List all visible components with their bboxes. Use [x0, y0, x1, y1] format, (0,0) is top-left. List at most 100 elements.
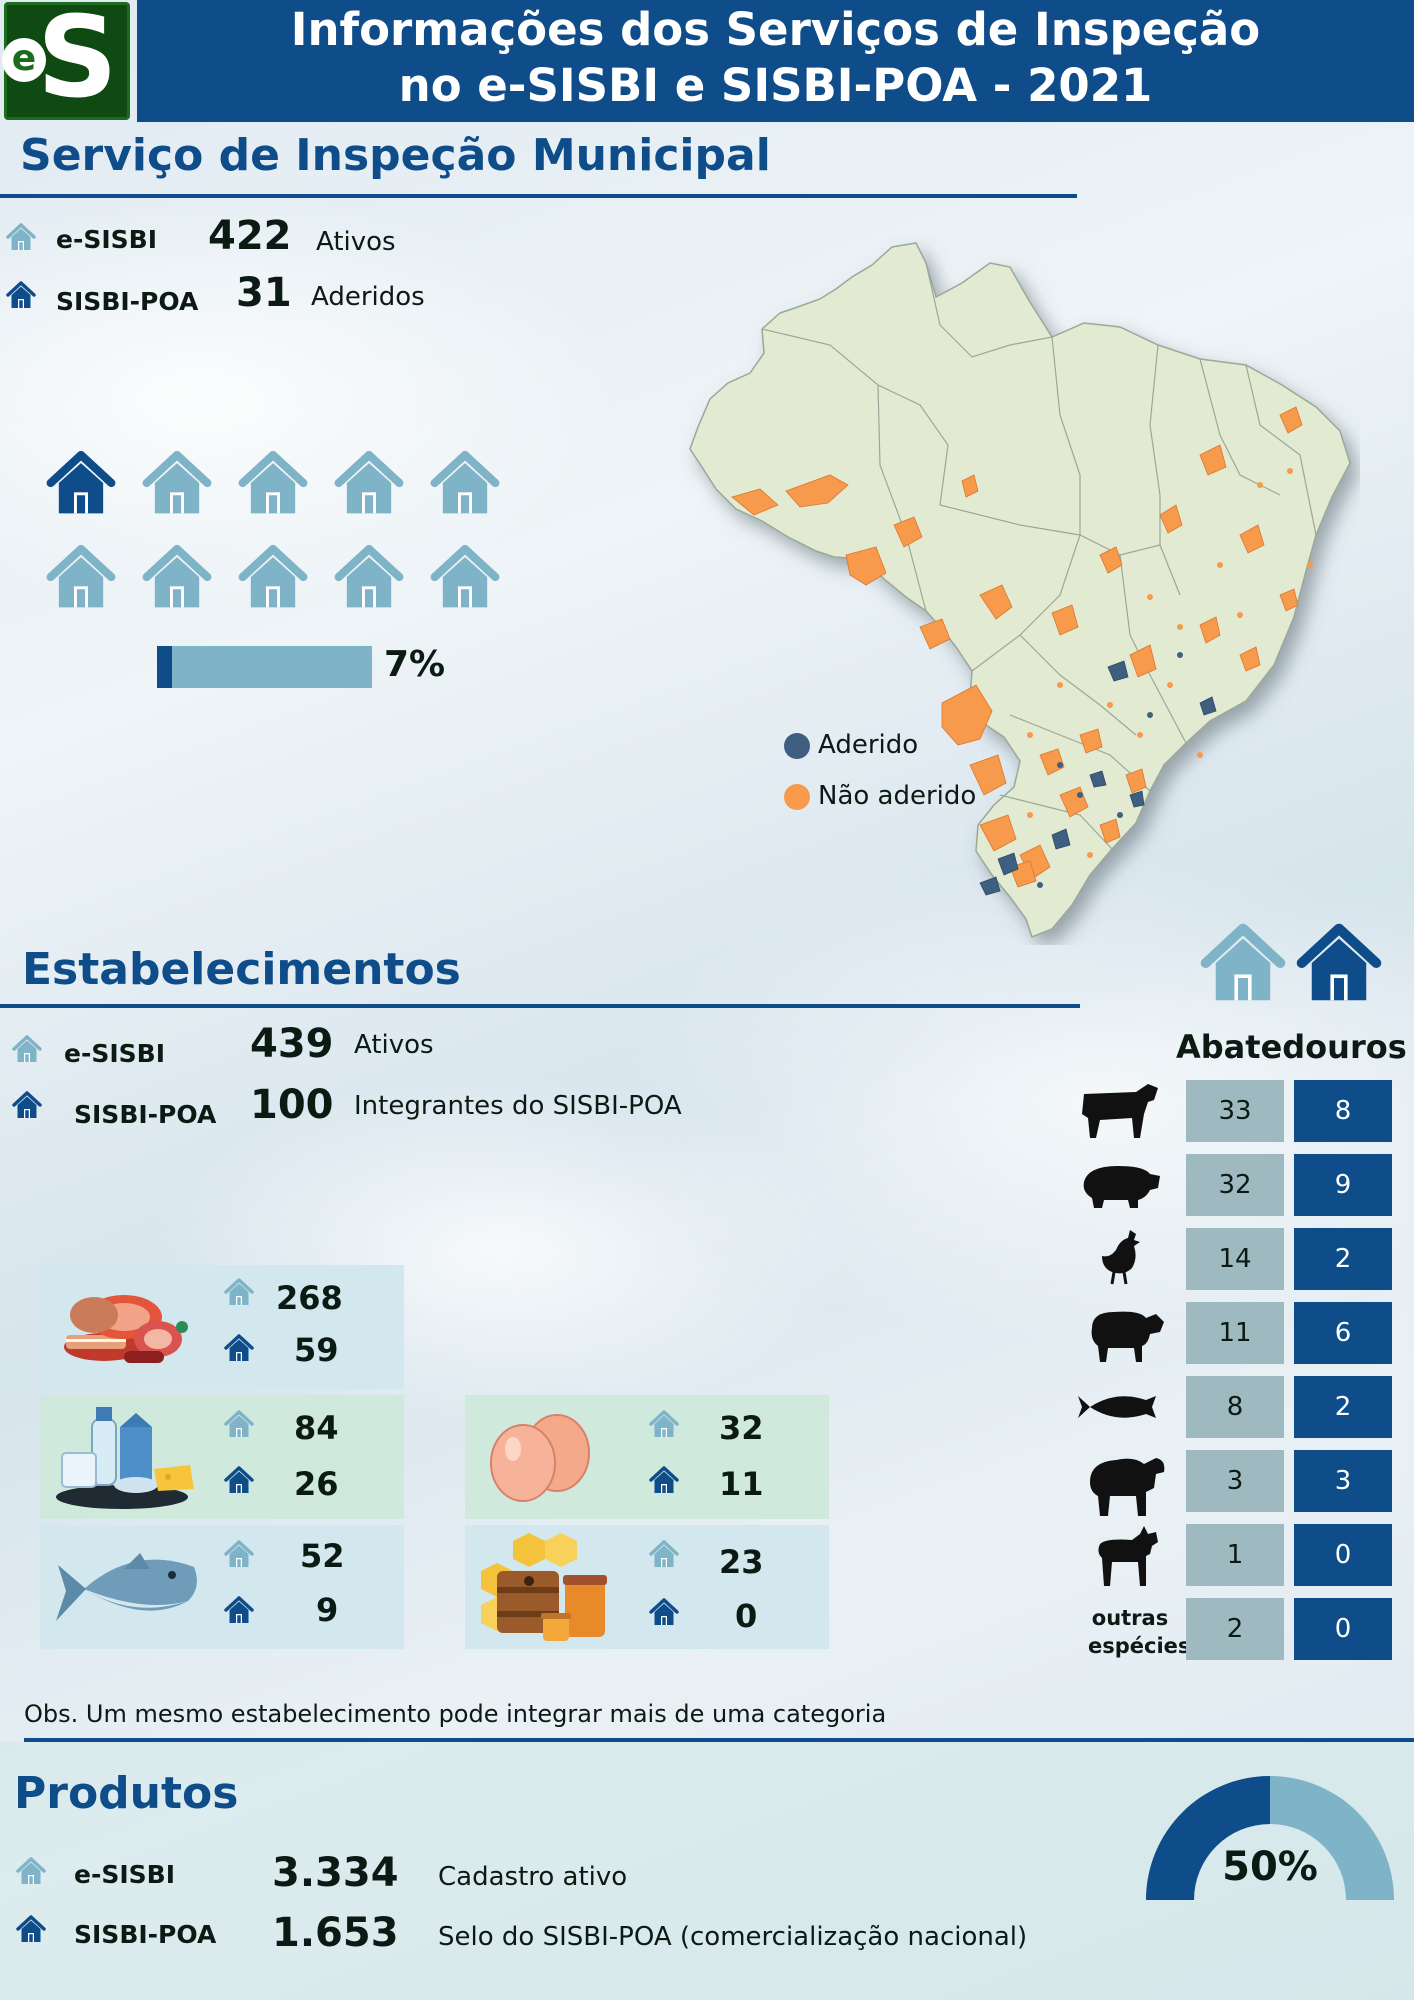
sim-section-title: Serviço de Inspeção Municipal	[20, 130, 771, 181]
sim-house-icon	[238, 542, 308, 612]
abatedouro-esisbi-cell: 2	[1186, 1598, 1284, 1660]
est-esisbi-value: 439	[250, 1021, 334, 1067]
sisbipoa-header-house-icon	[1296, 920, 1382, 1006]
est-sisbipoa-label: SISBI-POA	[74, 1100, 217, 1129]
abatedouro-esisbi-cell: 11	[1186, 1302, 1284, 1364]
abatedouros-title: Abatedouros	[1176, 1028, 1407, 1066]
gauge-fill	[1146, 1776, 1270, 1900]
abatedouro-sisbipoa-cell: 3	[1294, 1450, 1392, 1512]
category-panel-meat: 268 59	[40, 1265, 404, 1389]
dairy-esisbi-value: 84	[294, 1409, 339, 1447]
pig-icon	[1083, 1166, 1160, 1208]
produtos-esisbi-desc: Cadastro ativo	[438, 1862, 628, 1892]
abatedouro-sisbipoa-cell: 2	[1294, 1228, 1392, 1290]
dairy-icon	[56, 1407, 194, 1509]
produtos-sisbipoa-label: SISBI-POA	[74, 1920, 217, 1949]
produtos-esisbi-label: e-SISBI	[74, 1860, 176, 1889]
category-panel-honey: 23 0	[465, 1525, 829, 1649]
est-esisbi-desc: Ativos	[354, 1030, 434, 1060]
sim-house-icon	[46, 448, 116, 518]
produtos-sisbipoa-desc: Selo do SISBI-POA (comercialização nacio…	[438, 1922, 1028, 1952]
sim-esisbi-value: 422	[208, 213, 292, 259]
abatedouro-sisbipoa-cell: 8	[1294, 1080, 1392, 1142]
fish-icon	[1078, 1396, 1156, 1418]
abatedouro-esisbi-cell: 3	[1186, 1450, 1284, 1512]
buffalo-icon	[1090, 1458, 1165, 1516]
estabelecimentos-section-title: Estabelecimentos	[22, 944, 461, 995]
est-esisbi-label: e-SISBI	[64, 1039, 166, 1068]
esisbi-house-icon	[224, 1277, 254, 1307]
meat-esisbi-value: 268	[276, 1279, 343, 1317]
abatedouro-sisbipoa-cell: 0	[1294, 1524, 1392, 1586]
esisbi-house-icon	[649, 1539, 679, 1569]
abatedouro-sisbipoa-cell: 0	[1294, 1598, 1392, 1660]
esisbi-house-icon	[224, 1409, 254, 1439]
estabelecimentos-note: Obs. Um mesmo estabelecimento pode integ…	[24, 1700, 887, 1728]
other-species-label: outras espécies	[1088, 1604, 1190, 1660]
sisbipoa-house-icon	[16, 1914, 46, 1944]
sim-house-icon	[430, 448, 500, 518]
abatedouro-sisbipoa-cell: 6	[1294, 1302, 1392, 1364]
category-panel-eggs: 32 11	[465, 1395, 829, 1519]
page-title-line1: Informações dos Serviços de Inspeção	[290, 3, 1261, 56]
dairy-sisbipoa-value: 26	[294, 1465, 339, 1503]
other-species-line1: outras	[1091, 1606, 1169, 1630]
esisbi-header-house-icon	[1200, 920, 1286, 1006]
produtos-esisbi-value: 3.334	[272, 1850, 399, 1896]
sim-percent-bar-fill	[157, 646, 173, 688]
abatedouro-esisbi-cell: 33	[1186, 1080, 1284, 1142]
sisbipoa-house-icon	[224, 1595, 254, 1625]
estabelecimentos-divider	[0, 1004, 1080, 1008]
sim-divider	[0, 194, 1077, 198]
legend-aderido-label: Aderido	[818, 730, 919, 760]
page-title: Informações dos Serviços de Inspeção no …	[137, 2, 1414, 120]
sisbipoa-house-icon	[12, 1090, 42, 1120]
chicken-icon	[1102, 1230, 1140, 1285]
e-sisbi-logo: S	[4, 0, 130, 123]
abatedouro-esisbi-cell: 14	[1186, 1228, 1284, 1290]
category-panel-fish: 52 9	[40, 1525, 404, 1649]
eggs-esisbi-value: 32	[719, 1409, 764, 1447]
honey-esisbi-value: 23	[719, 1543, 764, 1581]
produtos-gauge	[1146, 1776, 1394, 1900]
legend-nao-aderido-label: Não aderido	[818, 781, 977, 811]
logo-e-badge: e	[2, 38, 46, 82]
logo-s-letter: S	[37, 0, 118, 123]
sisbipoa-house-icon	[224, 1465, 254, 1495]
meat-sisbipoa-value: 59	[294, 1331, 339, 1369]
honey-icon	[481, 1533, 607, 1641]
esisbi-house-icon	[649, 1409, 679, 1439]
esisbi-house-icon	[16, 1856, 46, 1886]
abatedouro-esisbi-cell: 8	[1186, 1376, 1284, 1438]
sim-esisbi-label: e-SISBI	[56, 225, 158, 254]
produtos-divider-top	[24, 1738, 1414, 1742]
sim-percent-bar	[157, 646, 372, 688]
produtos-section-title: Produtos	[14, 1768, 239, 1819]
sisbipoa-house-icon	[649, 1465, 679, 1495]
sim-house-icon	[238, 448, 308, 518]
produtos-sisbipoa-value: 1.653	[272, 1910, 399, 1956]
abatedouro-esisbi-cell: 1	[1186, 1524, 1284, 1586]
sim-house-icon	[142, 542, 212, 612]
eggs-icon	[490, 1414, 590, 1502]
sim-house-icon	[46, 542, 116, 612]
sisbipoa-house-icon	[6, 280, 36, 310]
sim-sisbipoa-value: 31	[236, 270, 292, 316]
eggs-sisbipoa-value: 11	[719, 1465, 764, 1503]
page-title-line2: no e-SISBI e SISBI-POA - 2021	[398, 59, 1153, 112]
brazil-map	[689, 242, 1351, 938]
sim-esisbi-desc: Ativos	[316, 227, 396, 257]
fish-esisbi-value: 52	[300, 1537, 345, 1575]
header-bar	[137, 0, 1414, 122]
legend-nao-aderido-swatch	[784, 784, 810, 810]
sim-house-icon	[334, 542, 404, 612]
sim-house-icon	[430, 542, 500, 612]
sim-house-icon	[334, 448, 404, 518]
est-sisbipoa-desc: Integrantes do SISBI-POA	[354, 1091, 682, 1121]
goat-icon	[1098, 1526, 1158, 1586]
fish-icon	[56, 1553, 197, 1621]
abatedouro-sisbipoa-cell: 2	[1294, 1376, 1392, 1438]
legend-aderido-swatch	[784, 733, 810, 759]
sim-sisbipoa-desc: Aderidos	[311, 282, 425, 312]
sim-sisbipoa-label: SISBI-POA	[56, 287, 199, 316]
